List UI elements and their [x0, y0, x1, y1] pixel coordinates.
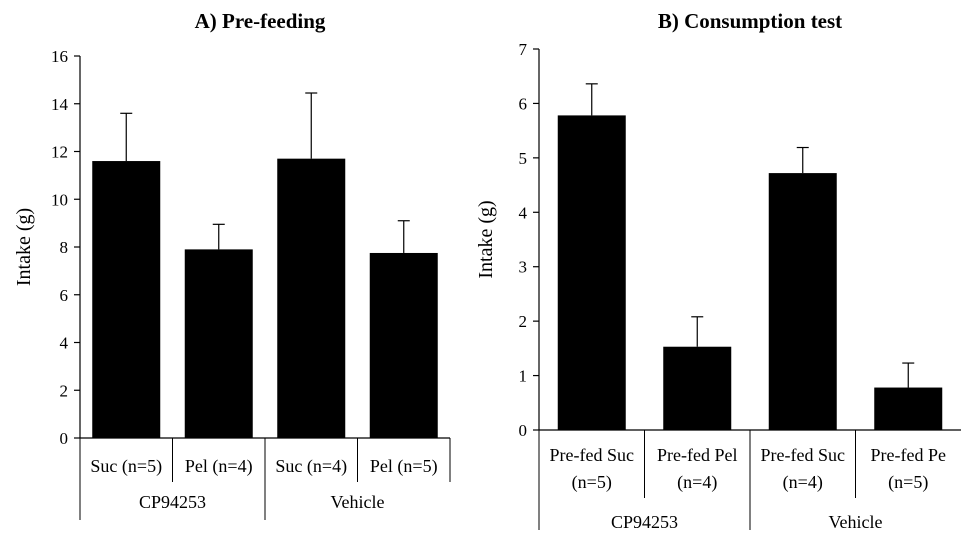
x-tick-label: Pre-fed Suc [550, 445, 634, 465]
bar [184, 249, 253, 438]
chart-title: B) Consumption test [658, 9, 842, 33]
y-tick-label: 14 [51, 95, 69, 114]
bar [557, 115, 626, 430]
y-tick-label: 4 [519, 203, 528, 222]
y-tick-label: 10 [51, 190, 68, 209]
y-tick-label: 2 [519, 312, 528, 331]
y-tick-label: 1 [519, 367, 528, 386]
y-tick-label: 3 [519, 258, 528, 277]
y-tick-label: 4 [60, 334, 69, 353]
bar [874, 387, 943, 430]
chart-panel-b: B) Consumption test Intake (g) 0 1 2 3 4 5 6 7 Pre… [475, 9, 961, 532]
group-label: Vehicle [829, 512, 883, 530]
x-tick-label: Pre-fed Pe [871, 445, 946, 465]
x-tick-label: Pre-fed Suc [761, 445, 845, 465]
y-tick-label: 5 [519, 149, 528, 168]
x-tick-label: Pre-fed Pel [657, 445, 737, 465]
x-tick-label: Suc (n=5) [90, 456, 162, 477]
y-tick-label: 0 [60, 429, 69, 448]
chart-panel-a: A) Pre-feeding Intake (g) 0 2 4 6 8 10 12 14 16 Suc… [13, 9, 451, 520]
bar [277, 158, 346, 438]
x-tick-label: Pel (n=5) [370, 456, 438, 477]
x-tick-label: Pel (n=4) [185, 456, 253, 477]
bar [369, 252, 438, 438]
bar [663, 346, 732, 430]
group-label: CP94253 [611, 512, 678, 530]
group-label: Vehicle [331, 492, 385, 512]
y-tick-label: 6 [60, 286, 69, 305]
bar [768, 173, 837, 430]
y-tick-label: 0 [519, 421, 528, 440]
y-tick-label: 6 [519, 94, 528, 113]
x-tick-label: Suc (n=4) [275, 456, 347, 477]
bar [92, 161, 161, 439]
y-axis-label: Intake (g) [475, 200, 497, 278]
x-tick-label: (n=5) [888, 472, 928, 493]
y-tick-label: 2 [60, 381, 69, 400]
x-tick-label: (n=5) [572, 472, 612, 493]
y-tick-label: 8 [60, 238, 69, 257]
group-label: CP94253 [139, 492, 206, 512]
y-tick-label: 12 [51, 143, 68, 162]
chart-title: A) Pre-feeding [195, 9, 326, 33]
x-tick-label: (n=4) [677, 472, 717, 493]
y-tick-label: 16 [51, 47, 68, 66]
y-axis-label: Intake (g) [13, 208, 35, 286]
x-tick-label: (n=4) [783, 472, 823, 493]
y-tick-label: 7 [519, 40, 528, 59]
